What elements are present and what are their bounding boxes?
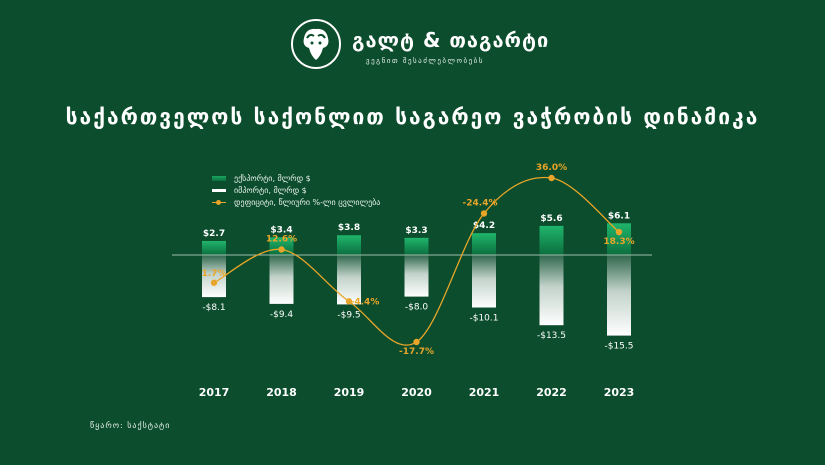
legend-item-import: იმპორტი, მლრდ $ [212, 184, 442, 196]
export-value-label: $6.1 [608, 211, 630, 221]
year-tick-label: 2023 [604, 386, 635, 399]
export-bar [337, 235, 361, 255]
year-tick-label: 2019 [334, 386, 365, 399]
deficit-value-label: -17.7% [399, 347, 434, 357]
import-value-label: -$8.0 [405, 303, 429, 313]
deficit-value-label: 36.0% [536, 163, 567, 173]
export-value-label: $3.4 [270, 225, 292, 235]
export-value-label: $3.8 [338, 223, 360, 233]
deficit-value-label: -24.4% [463, 198, 498, 208]
legend-item-export: ექსპორტი, მლრდ $ [212, 172, 442, 184]
export-bar [404, 237, 429, 255]
deficit-point [210, 279, 218, 286]
export-bar [202, 240, 226, 255]
deficit-point [413, 338, 420, 346]
import-value-label: -$9.4 [270, 310, 294, 320]
export-bar [472, 233, 496, 255]
import-bar [404, 255, 429, 297]
export-bar [539, 225, 564, 255]
deficit-point [345, 298, 353, 305]
import-bar [607, 255, 631, 336]
import-value-label: -$9.5 [337, 310, 360, 320]
export-value-label: $3.3 [405, 226, 427, 236]
import-bar [337, 255, 361, 305]
export-bar [607, 223, 631, 255]
legend-label-export: ექსპორტი, მლრდ $ [234, 173, 311, 183]
legend-swatch-export [212, 175, 226, 181]
deficit-value-label: 1.7% [202, 269, 227, 279]
import-value-label: -$15.5 [604, 342, 633, 352]
ram-logo-icon [291, 19, 341, 69]
deficit-value-label: 18.3% [603, 237, 634, 247]
page-title: საქართველოს საქონლით საგარეო ვაჭრობის დი… [65, 105, 760, 129]
export-value-label: $4.2 [473, 221, 495, 231]
year-tick-label: 2017 [199, 386, 230, 399]
import-value-label: -$13.5 [537, 331, 566, 341]
deficit-point [615, 228, 623, 236]
import-bar [539, 255, 564, 326]
brand-name: გალტ & თაგარტი [352, 28, 550, 52]
deficit-value-label: -4.4% [351, 297, 380, 307]
year-tick-label: 2022 [536, 386, 567, 399]
deficit-point [480, 210, 488, 217]
legend-item-deficit: დეფიციტი, წლიური %-ლი ცვლილება [212, 196, 442, 208]
import-bar [269, 255, 294, 304]
deficit-point [548, 174, 555, 182]
import-value-label: -$8.1 [202, 303, 225, 313]
year-tick-label: 2018 [266, 386, 297, 399]
export-value-label: $5.6 [540, 214, 562, 224]
export-value-label: $2.7 [203, 229, 225, 239]
brand-logo: გალტ & თაგარტი ვეგნით შესაძლებლობებს [290, 18, 550, 74]
year-tick-label: 2020 [401, 386, 432, 399]
import-bar [202, 255, 226, 298]
deficit-point [278, 246, 285, 253]
legend-label-import: იმპორტი, მლრდ $ [234, 185, 307, 195]
import-bar [472, 255, 496, 308]
year-tick-label: 2021 [469, 386, 500, 399]
import-value-label: -$10.1 [469, 314, 498, 324]
legend-swatch-deficit [212, 199, 226, 205]
deficit-value-label: 12.6% [266, 234, 297, 244]
legend-swatch-import [212, 188, 226, 192]
chart-legend: ექსპორტი, მლრდ $ იმპორტი, მლრდ $ დეფიციტ… [212, 172, 442, 208]
source-note: წყარო: საქსტატი [90, 421, 171, 430]
legend-label-deficit: დეფიციტი, წლიური %-ლი ცვლილება [234, 197, 381, 207]
brand-tagline: ვეგნით შესაძლებლობებს [366, 57, 484, 65]
